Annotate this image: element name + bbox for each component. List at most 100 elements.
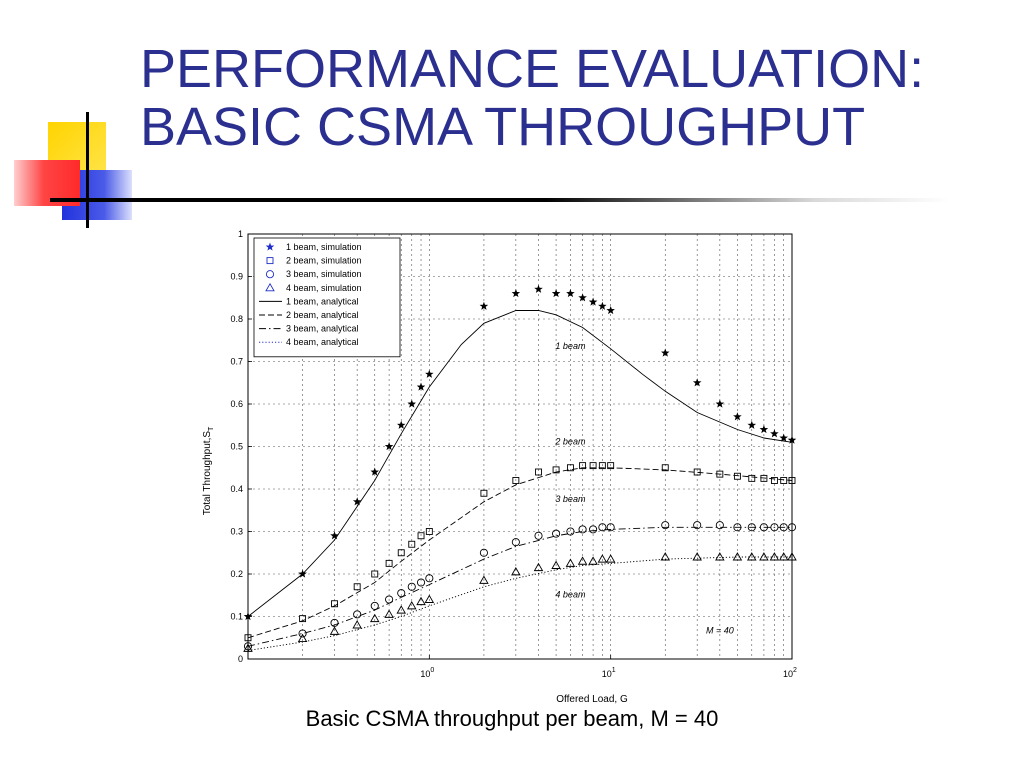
title-underline <box>50 198 950 202</box>
x-tick-labels: 100 101 102 <box>420 655 797 679</box>
analytical-line <box>247 556 792 651</box>
data-point <box>660 552 671 561</box>
data-point <box>424 594 435 603</box>
legend-label: 3 beam, analytical <box>286 324 359 334</box>
data-point <box>692 552 702 561</box>
data-point <box>759 552 769 561</box>
legend-entry: 1 beam, simulation <box>265 242 362 252</box>
data-point <box>589 525 598 534</box>
data-point <box>369 613 380 623</box>
data-point <box>406 600 417 610</box>
data-point <box>298 629 307 638</box>
data-point <box>352 620 362 629</box>
data-point <box>597 554 608 563</box>
data-point <box>605 554 616 563</box>
y-tick-label: 0.6 <box>230 399 243 409</box>
data-point <box>552 529 561 538</box>
legend-label: 1 beam, simulation <box>286 242 362 252</box>
x-axis-label: Offered Load, G <box>556 694 628 705</box>
y-tick-label: 0.1 <box>230 612 243 622</box>
data-point <box>588 556 598 565</box>
data-point <box>425 528 433 535</box>
data-point <box>533 562 544 572</box>
slide-title: PERFORMANCE EVALUATION: BASIC CSMA THROU… <box>140 40 1000 156</box>
x-tick-label: 102 <box>783 667 797 679</box>
series-2 <box>244 462 796 642</box>
legend-marker <box>265 270 275 279</box>
series-5 <box>247 310 793 617</box>
data-point <box>588 297 598 306</box>
data-point <box>715 521 724 530</box>
data-point <box>511 538 520 547</box>
y-tick-label: 0.9 <box>230 272 243 282</box>
data-point <box>384 609 394 618</box>
data-point <box>566 289 575 298</box>
data-point <box>589 462 597 470</box>
data-point <box>770 477 778 484</box>
annotation-label: 3 beam <box>555 494 586 504</box>
data-point <box>770 429 779 438</box>
y-tick-label: 0.5 <box>230 442 243 452</box>
legend-entry: 2 beam, analytical <box>259 310 359 320</box>
data-point <box>579 462 587 470</box>
data-point <box>577 556 588 565</box>
legend-entry: 3 beam, analytical <box>259 324 359 334</box>
y-tick-label: 0.4 <box>230 484 243 494</box>
data-point <box>425 369 434 378</box>
data-point <box>770 523 779 532</box>
data-point <box>370 601 379 610</box>
data-point <box>353 583 361 591</box>
legend-marker <box>265 242 275 251</box>
legend-entry: 2 beam, simulation <box>266 256 362 266</box>
title-line-2: BASIC CSMA THROUGHPUT <box>140 97 866 157</box>
legend-entry: 3 beam, simulation <box>265 269 362 279</box>
analytical-line <box>247 467 793 639</box>
data-point <box>661 348 670 357</box>
data-point <box>551 289 561 298</box>
data-point <box>598 523 607 532</box>
data-point <box>243 643 253 652</box>
legend-label: 3 beam, simulation <box>286 269 362 279</box>
data-point <box>565 558 576 567</box>
y-tick-label: 0.8 <box>230 314 243 324</box>
data-point <box>733 412 742 421</box>
legend-label: 4 beam, simulation <box>286 283 362 293</box>
y-tick-label: 0 <box>238 654 243 664</box>
data-point <box>787 435 797 444</box>
x-tick-label: 101 <box>602 667 616 679</box>
data-point <box>759 425 769 434</box>
data-point <box>329 626 340 635</box>
data-point <box>425 574 434 583</box>
data-point <box>331 600 338 608</box>
data-point <box>787 552 797 561</box>
y-tick-label: 0.7 <box>230 357 243 367</box>
y-tick-labels: 0 0.1 0.2 0.3 0.4 0.5 0.6 0.7 0.8 0.9 1 <box>230 229 252 664</box>
data-point <box>693 521 702 530</box>
data-point <box>692 378 702 387</box>
data-point <box>732 552 743 561</box>
x-tick-label: 100 <box>420 667 434 679</box>
y-tick-label: 1 <box>238 229 243 239</box>
data-point <box>715 552 725 561</box>
data-point <box>534 531 543 540</box>
data-point <box>566 527 575 536</box>
annotation-label: M = 40 <box>706 626 734 636</box>
data-point <box>598 301 607 310</box>
y-axis-label: Total Throughput,ST <box>202 426 215 515</box>
series-8 <box>247 556 792 651</box>
y-tick-label: 0.2 <box>230 569 243 579</box>
data-point <box>243 642 253 651</box>
data-point <box>397 420 406 429</box>
data-point <box>407 582 416 591</box>
legend-box <box>253 237 401 358</box>
data-point <box>606 523 615 532</box>
data-point <box>511 566 521 576</box>
series-4 <box>243 552 797 652</box>
legend-marker <box>265 282 275 292</box>
data-point <box>748 474 756 482</box>
data-point <box>479 301 489 310</box>
data-point <box>535 468 542 476</box>
data-point <box>407 399 416 408</box>
annotation-label: 1 beam <box>555 341 586 351</box>
y-axis-label-main: Total Throughput,S <box>202 431 213 516</box>
